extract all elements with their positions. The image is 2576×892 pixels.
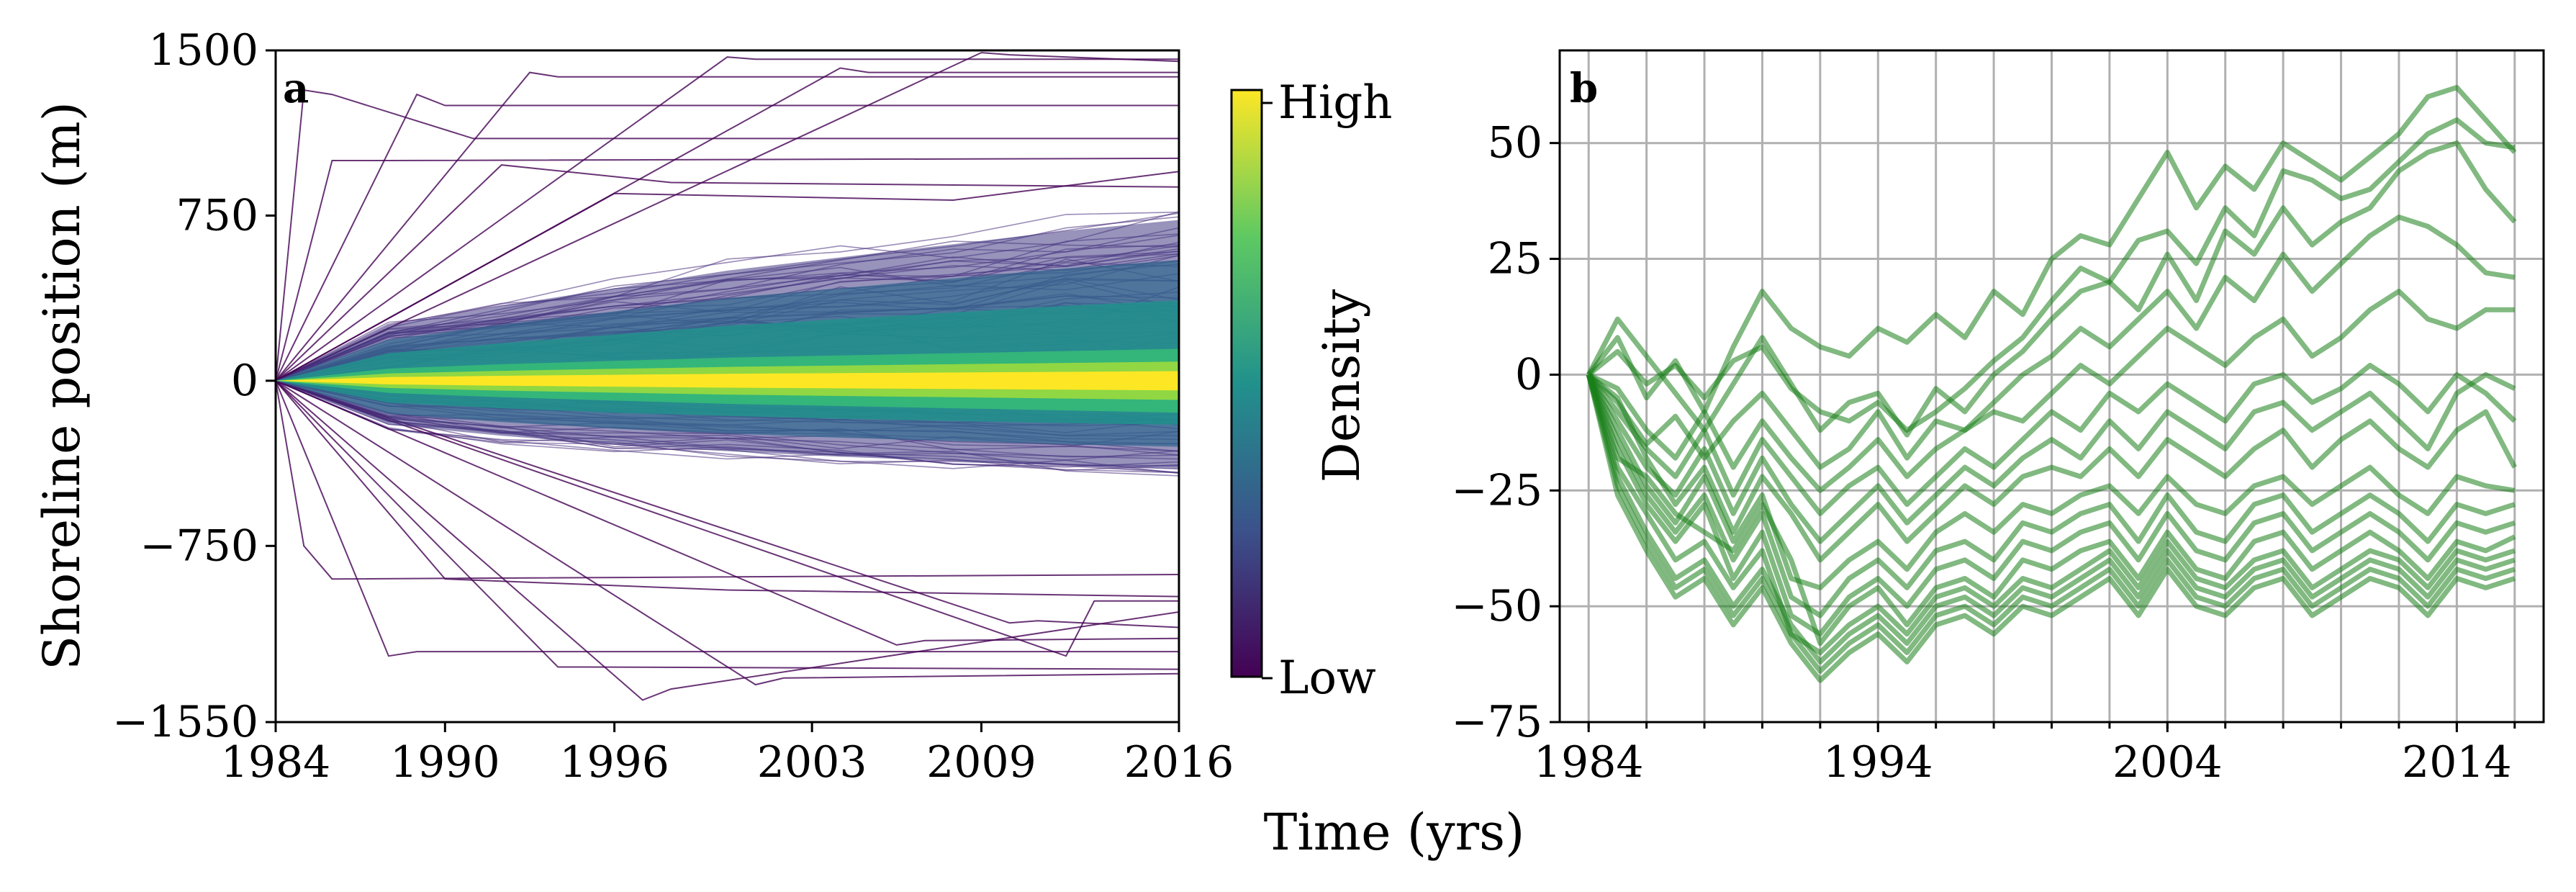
y-tick-label: −1550 [112,697,258,747]
outlier-trajectory [276,380,1179,580]
x-tick-label: 2016 [1124,737,1234,788]
panel-a-frame [274,49,1180,724]
outlier-trajectory [276,157,1179,382]
colorbar-gradient [1230,89,1263,678]
outlier-trajectory [276,379,1179,646]
panel-a-plot-area [276,52,1179,701]
y-tick-label: −75 [1451,697,1542,747]
y-tick-label: 50 [1488,118,1542,168]
y-tick-label: −750 [140,521,258,571]
panel-b-grid [1560,50,2544,722]
colorbar-low-label: Low [1278,652,1376,705]
panel-b-plot-area [1586,85,2517,683]
y-axis-label: Shoreline position (m) [32,102,91,670]
density-band-6 [276,371,1179,391]
y-tick-label: 0 [1515,349,1542,400]
outlier-trajectory [276,89,1179,381]
colorbar: High Low Density [1230,76,1392,705]
outlier-trajectory [276,93,1179,382]
series-line [1586,363,2517,516]
panel-a: 1984 1990 1996 2003 2009 2016 1500 750 0 −750 −155… [32,25,1234,788]
series-line [1587,289,2515,493]
outlier-trajectory [276,52,1179,382]
y-tick-label: −25 [1451,465,1542,515]
colorbar-high-label: High [1278,76,1392,130]
outlier-trajectory [276,71,1179,382]
y-tick-label: 0 [231,356,258,406]
x-tick-label: 1996 [559,737,669,788]
x-tick-label: 1984 [221,737,331,788]
outlier-trajectory [276,164,1179,382]
y-tick-label: 25 [1488,234,1542,284]
outlier-trajectory [276,380,1179,701]
outlier-trajectory [276,380,1179,670]
series-line [1586,374,2516,683]
outlier-trajectory [276,380,1179,657]
panel-b: 1984 1994 2004 2014 50 25 0 −25 −50 −75 b [1451,49,2545,788]
series-line [1586,374,2516,674]
series-line [1586,374,2516,647]
panel-b-axes: 1984 1994 2004 2014 50 25 0 −25 −50 −75 [1451,118,2516,788]
series-line [1586,140,2517,438]
outlier-trajectory [276,380,1179,686]
x-tick-label: 2004 [2112,737,2223,788]
series-line [1586,374,2516,655]
x-tick-label: 1990 [390,737,500,788]
y-tick-label: −50 [1451,581,1542,631]
x-tick-label: 1984 [1534,737,1644,788]
y-tick-label: 750 [176,190,258,240]
series-line [1586,371,2516,544]
series-line [1586,374,2516,665]
x-tick-label: 2014 [2402,737,2512,788]
x-axis-label: Time (yrs) [1264,803,1525,862]
x-tick-label: 2009 [926,737,1036,788]
series-line [1586,85,2517,415]
outlier-trajectory [276,379,1179,657]
panel-a-label: a [283,65,309,112]
series-line [1586,215,2516,470]
ensemble-line [276,211,1179,382]
outlier-trajectory [276,379,1179,629]
outlier-trajectory [276,171,1179,382]
series-line [1587,372,2517,563]
series-line [1586,373,2516,590]
series-line [1587,117,2516,433]
series-line [1586,373,2516,618]
y-tick-label: 1500 [148,25,258,76]
panel-a-axes: 1984 1990 1996 2003 2009 2016 1500 750 0 −750 −155… [112,25,1234,788]
x-tick-label: 2003 [757,737,867,788]
series-line [1586,374,2516,637]
panel-b-label: b [1570,65,1598,112]
colorbar-title: Density [1312,289,1371,482]
x-tick-label: 1994 [1823,737,1933,788]
outlier-trajectory [276,380,1179,598]
